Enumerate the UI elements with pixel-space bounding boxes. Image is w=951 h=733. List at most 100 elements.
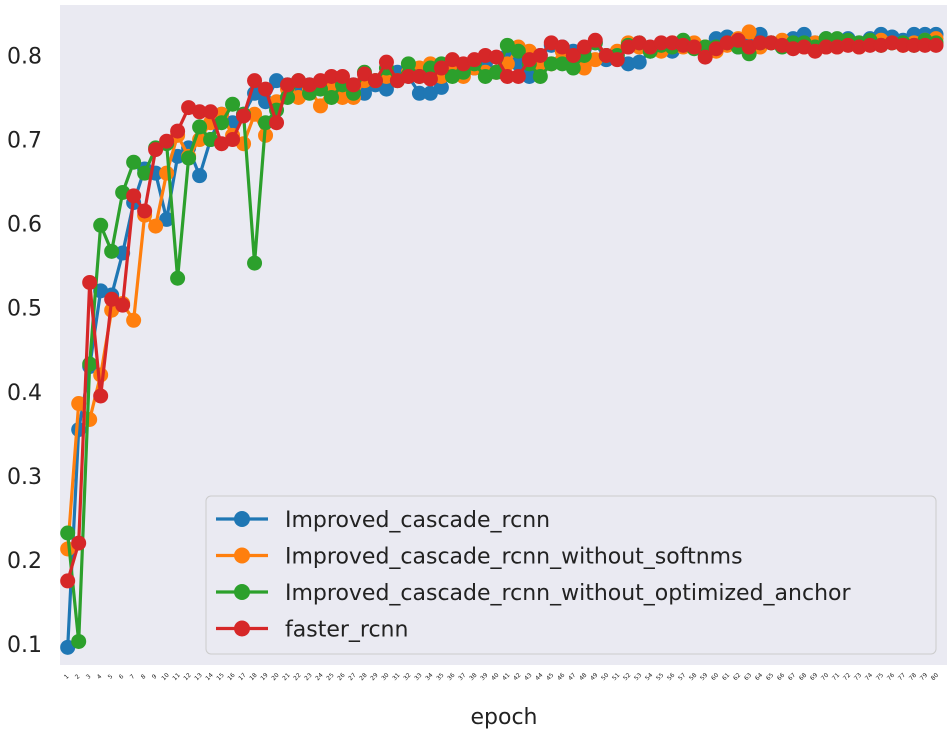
y-tick-label: 0.2 xyxy=(7,549,42,574)
x-tick-label: 12 xyxy=(182,672,192,682)
data-point xyxy=(258,81,274,97)
data-point xyxy=(323,89,339,105)
x-tick-label: 46 xyxy=(556,672,566,682)
data-point xyxy=(554,39,570,55)
x-tick-label: 26 xyxy=(336,672,346,682)
data-point xyxy=(411,85,427,101)
data-point xyxy=(236,108,252,124)
data-point xyxy=(367,73,383,89)
y-tick-label: 0.8 xyxy=(7,44,42,69)
x-tick-label: 7 xyxy=(129,673,137,681)
x-tick-label: 76 xyxy=(886,672,896,682)
data-point xyxy=(433,79,449,95)
x-tick-label: 49 xyxy=(589,672,599,682)
x-tick-label: 38 xyxy=(468,672,478,682)
data-point xyxy=(159,211,175,227)
series-layer xyxy=(60,24,944,655)
x-tick-label: 40 xyxy=(490,672,500,682)
x-tick-label: 16 xyxy=(226,672,236,682)
data-point xyxy=(247,255,263,271)
legend-marker xyxy=(234,584,250,600)
x-tick-label: 11 xyxy=(171,672,181,682)
legend-marker xyxy=(234,620,250,637)
data-point xyxy=(312,98,328,114)
x-tick-label: 70 xyxy=(820,672,830,682)
x-axis-ticks: 1 2 3 4 5 6 7 8 9 10 11 12 13 14 15 16 17 18 19 20 21 22 23 24 2… xyxy=(63,672,940,682)
data-point xyxy=(60,573,76,589)
data-point xyxy=(840,37,856,53)
x-tick-label: 35 xyxy=(435,672,445,682)
legend-label: Improved_cascade_rcnn_without_softnms xyxy=(285,545,743,570)
y-axis-ticks: 0.1 0.2 0.3 0.4 0.5 0.6 0.7 0.8 xyxy=(7,44,42,658)
data-point xyxy=(93,388,109,404)
x-tick-label: 75 xyxy=(875,672,885,682)
data-point xyxy=(609,52,625,68)
x-tick-label: 47 xyxy=(567,672,577,682)
x-tick-label: 3 xyxy=(85,673,93,681)
x-tick-label: 13 xyxy=(193,672,203,682)
data-point xyxy=(510,68,526,84)
data-point xyxy=(851,39,867,55)
data-point xyxy=(510,43,526,59)
data-point xyxy=(697,49,713,65)
data-point xyxy=(378,54,394,70)
x-tick-label: 21 xyxy=(281,672,291,682)
data-point xyxy=(576,39,592,55)
data-point xyxy=(829,39,845,55)
x-tick-label: 77 xyxy=(897,672,907,682)
y-tick-label: 0.4 xyxy=(7,381,42,406)
data-point xyxy=(565,47,581,63)
legend-marker xyxy=(234,511,250,527)
x-tick-label: 72 xyxy=(842,672,852,682)
data-point xyxy=(422,71,438,87)
x-tick-label: 31 xyxy=(391,672,401,682)
x-tick-label: 6 xyxy=(118,673,126,681)
data-point xyxy=(543,56,559,72)
data-point xyxy=(433,60,449,76)
data-point xyxy=(71,396,87,412)
data-point xyxy=(192,168,208,184)
data-point xyxy=(818,39,834,55)
x-tick-label: 74 xyxy=(864,672,874,682)
x-tick-label: 79 xyxy=(919,672,929,682)
data-point xyxy=(93,217,109,233)
legend-label: Improved_cascade_rcnn_without_optimized_… xyxy=(285,581,851,606)
data-point xyxy=(862,37,878,53)
legend-box xyxy=(205,495,937,655)
data-point xyxy=(269,115,285,131)
x-tick-label: 15 xyxy=(215,672,225,682)
x-tick-label: 69 xyxy=(809,672,819,682)
x-tick-label: 52 xyxy=(622,672,632,682)
data-point xyxy=(752,35,768,51)
data-point xyxy=(126,188,142,204)
data-point xyxy=(917,37,933,53)
x-tick-label: 29 xyxy=(369,672,379,682)
x-tick-label: 80 xyxy=(930,672,940,682)
data-point xyxy=(928,37,944,53)
data-point xyxy=(345,77,361,93)
x-tick-label: 64 xyxy=(754,672,764,682)
y-tick-label: 0.5 xyxy=(7,297,42,322)
data-point xyxy=(71,633,87,649)
x-tick-label: 17 xyxy=(237,672,247,682)
data-point xyxy=(159,133,175,149)
x-tick-label: 78 xyxy=(908,672,918,682)
legend-label: faster_rcnn xyxy=(285,618,408,643)
x-tick-label: 33 xyxy=(413,672,423,682)
data-point xyxy=(532,68,548,84)
data-point xyxy=(400,68,416,84)
x-tick-label: 1 xyxy=(63,673,71,681)
x-tick-label: 67 xyxy=(787,672,797,682)
x-tick-label: 68 xyxy=(798,672,808,682)
data-point xyxy=(730,32,746,48)
data-point xyxy=(104,291,120,307)
y-tick-label: 0.3 xyxy=(7,465,42,490)
x-tick-label: 32 xyxy=(402,672,412,682)
data-point xyxy=(126,312,142,328)
x-tick-label: 63 xyxy=(743,672,753,682)
x-tick-label: 2 xyxy=(74,673,82,681)
x-axis-label: epoch xyxy=(471,705,538,730)
data-point xyxy=(170,123,186,139)
x-tick-label: 43 xyxy=(523,672,533,682)
